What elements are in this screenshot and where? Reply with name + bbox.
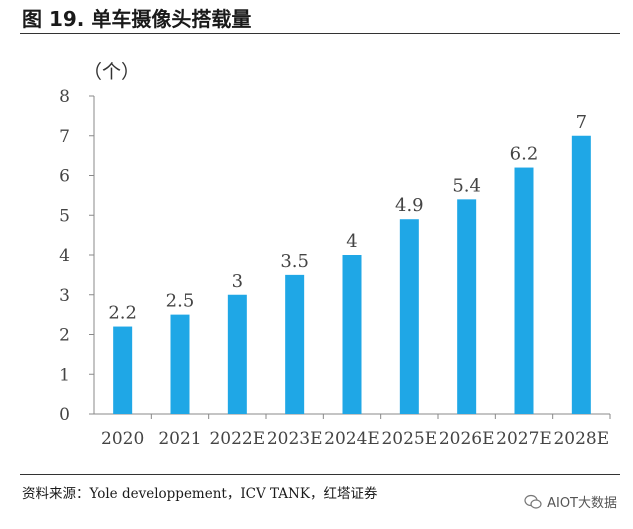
source-note: 资料来源：Yole developpement，ICV TANK，红塔证券: [22, 486, 378, 502]
data-label-2027E: 6.2: [510, 144, 539, 165]
y-tick-label: 6: [59, 167, 70, 187]
y-tick-label: 3: [59, 286, 70, 306]
data-label-2028E: 7: [576, 112, 587, 133]
data-label-2020: 2.2: [108, 303, 137, 324]
data-label-2025E: 4.9: [395, 195, 424, 216]
x-tick-label: 2023E: [267, 429, 323, 449]
x-tick-label: 2020: [101, 429, 144, 449]
y-tick-label: 5: [59, 206, 70, 226]
bar-2022E: [227, 294, 247, 414]
data-label-2022E: 3: [232, 271, 243, 292]
bar-2021: [170, 314, 190, 414]
bar-2028E: [571, 135, 591, 414]
x-tick-label: 2024E: [324, 429, 380, 449]
y-tick-label: 4: [59, 246, 70, 266]
bar-2025E: [399, 219, 419, 414]
data-label-2023E: 3.5: [280, 251, 309, 272]
y-axis: 0 1 2 3 4 5 6 7 8: [59, 87, 95, 425]
y-tick-label: 0: [59, 405, 70, 425]
wechat-icon: [524, 494, 542, 509]
x-tick-label: 2028E: [553, 429, 609, 449]
source-divider: [20, 474, 620, 475]
data-label-2026E: 5.4: [452, 175, 481, 196]
bar-2027E: [514, 167, 534, 414]
bar-series: 2.2 2.5 3 3.5 4 4.9 5.4 6.2 7: [108, 112, 591, 414]
y-tick-label: 7: [59, 127, 70, 147]
y-tick-label: 2: [59, 326, 70, 346]
bar-2023E: [285, 274, 305, 414]
data-label-2024E: 4: [346, 231, 357, 252]
x-tick-label: 2026E: [439, 429, 495, 449]
bar-2026E: [457, 199, 477, 414]
data-label-2021: 2.5: [166, 291, 195, 312]
bar-2020: [113, 326, 133, 414]
x-tick-label: 2025E: [381, 429, 437, 449]
x-tick-label: 2027E: [496, 429, 552, 449]
watermark: AIOT大数据: [524, 492, 617, 511]
y-axis-unit-label: （个）: [83, 61, 140, 83]
figure-title: 图 19. 单车摄像头搭载量: [22, 7, 252, 31]
y-tick-label: 8: [59, 87, 70, 107]
x-axis: 2020 2021 2022E 2023E 2024E 2025E 2026E 2027E 20…: [94, 413, 611, 449]
x-tick-label: 2022E: [209, 429, 265, 449]
title-divider: [20, 33, 620, 34]
bar-2024E: [342, 255, 362, 414]
x-tick-label: 2021: [158, 429, 201, 449]
y-tick-label: 1: [59, 365, 70, 385]
watermark-text: AIOT大数据: [547, 496, 617, 511]
